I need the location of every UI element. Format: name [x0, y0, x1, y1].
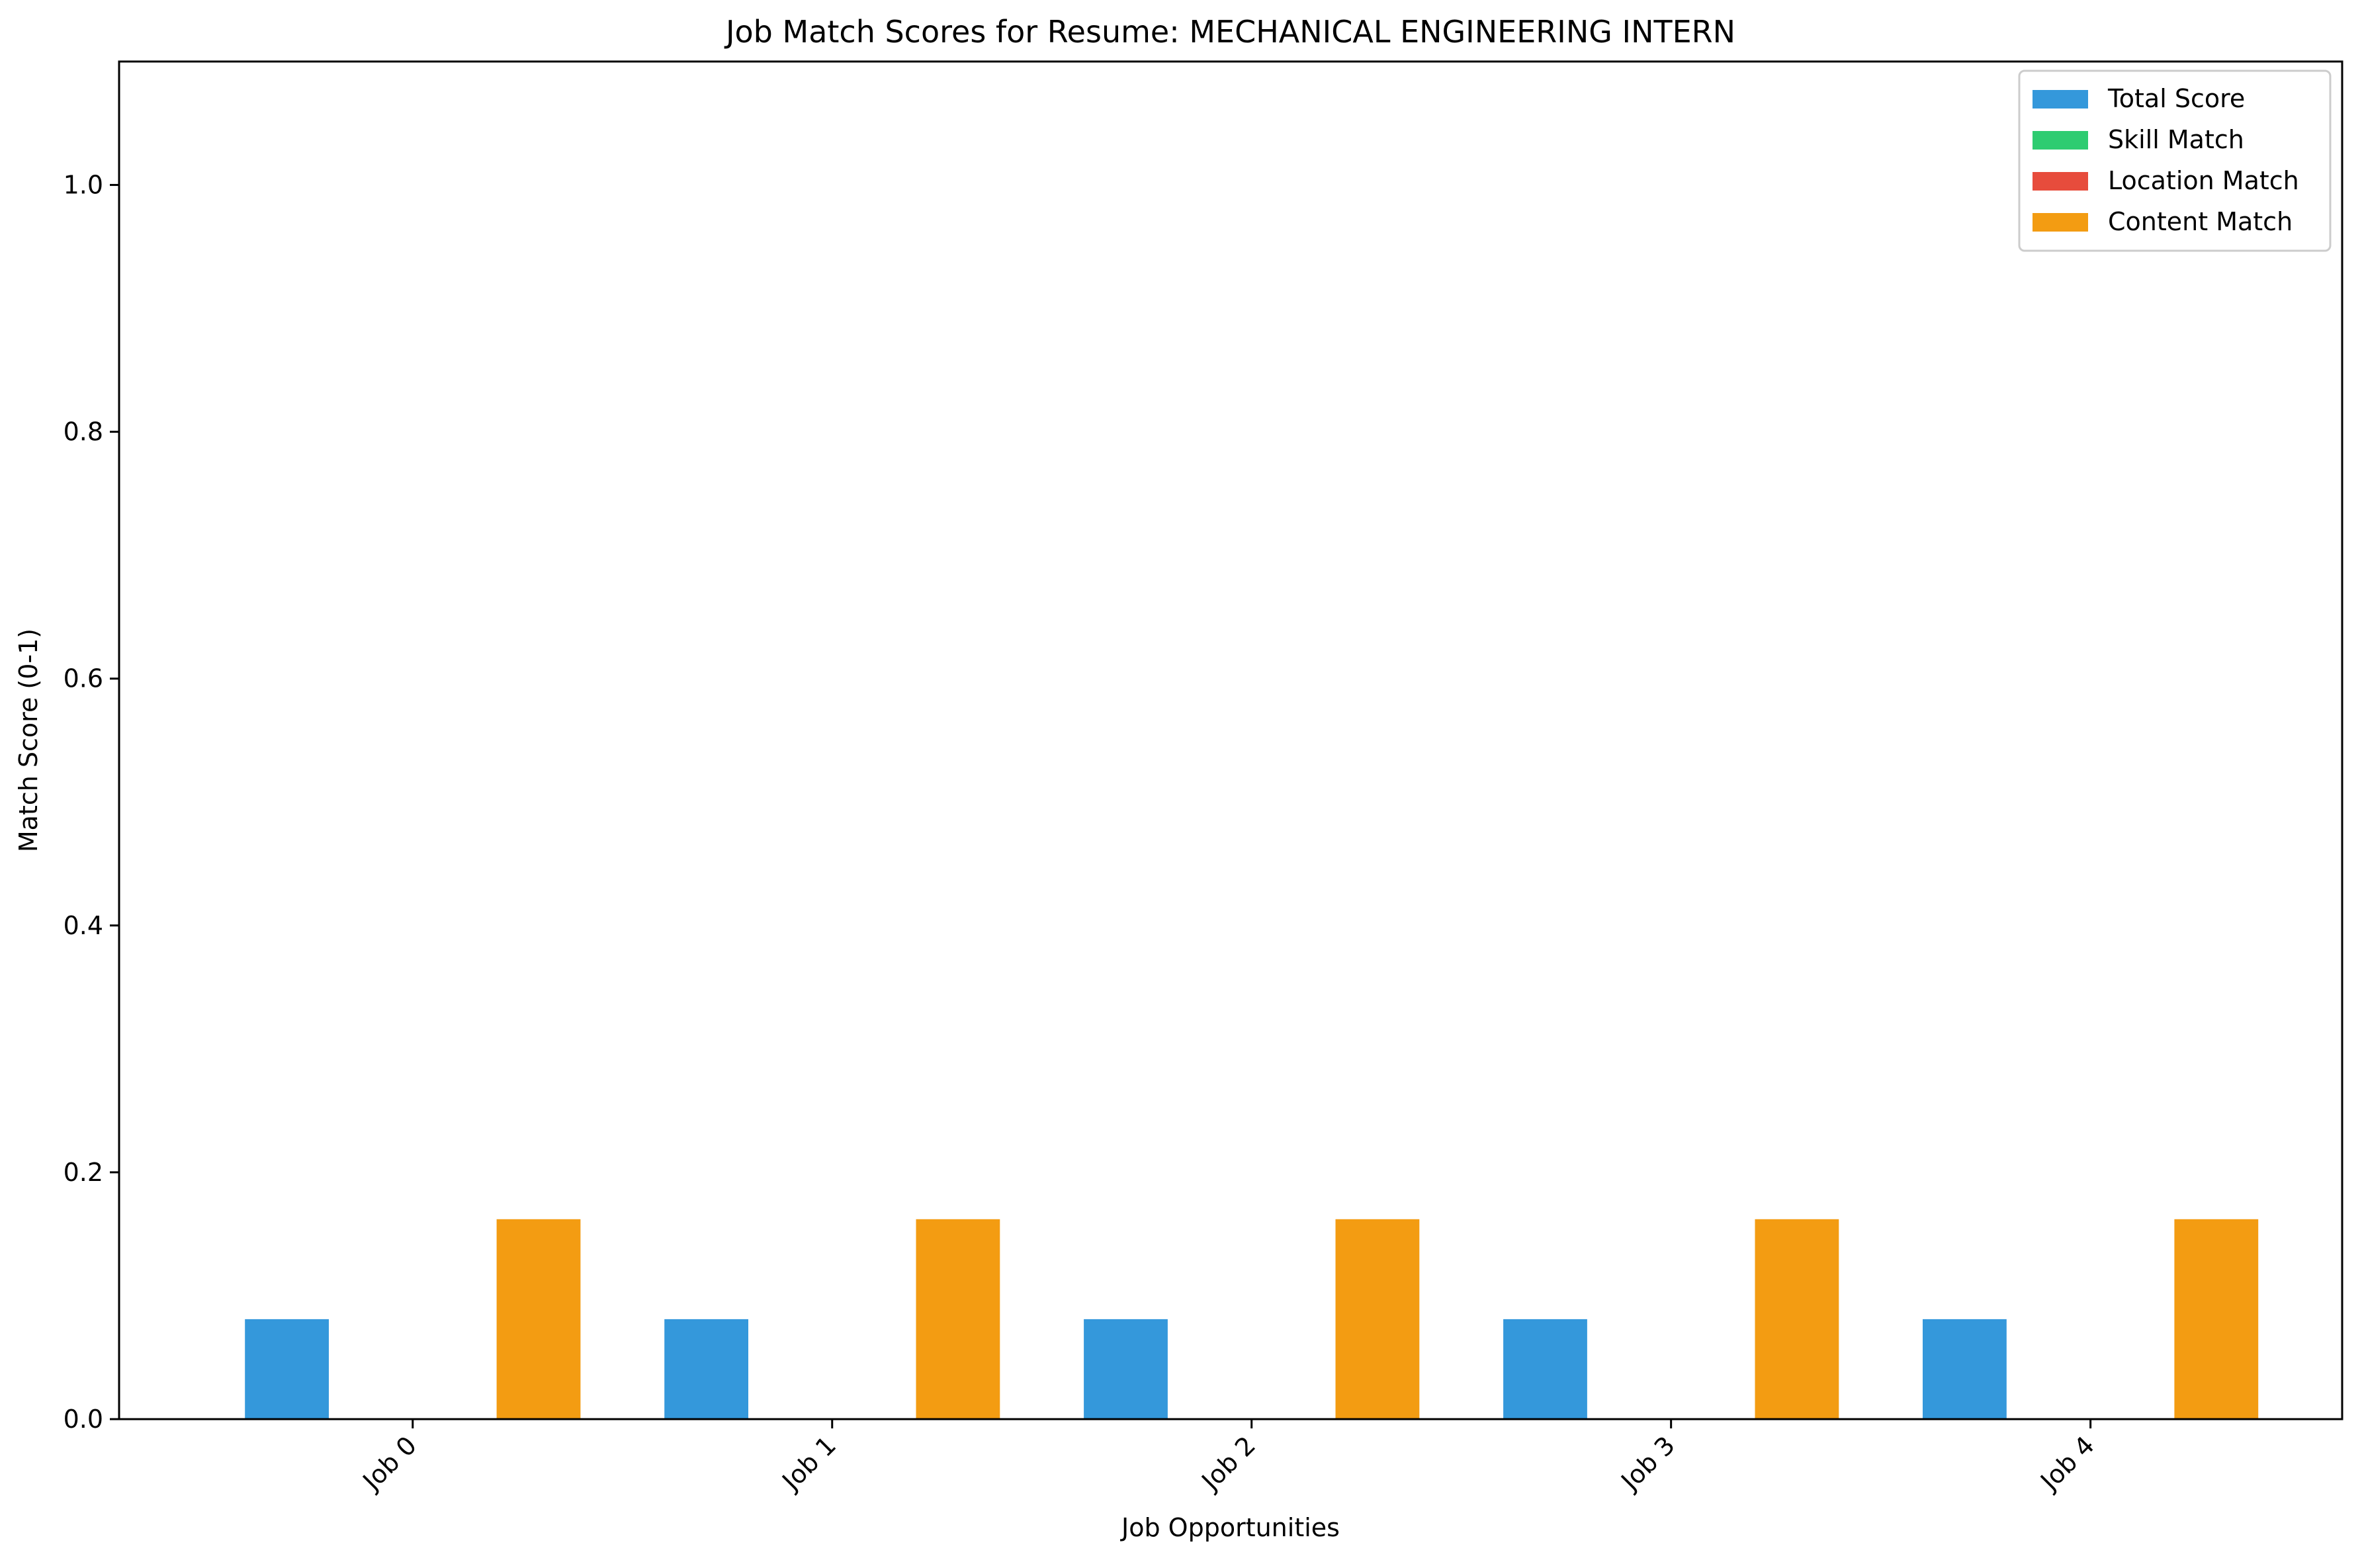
- legend-swatch-skill-match: [2033, 131, 2088, 150]
- legend-label-content-match: Content Match: [2108, 207, 2293, 236]
- bar-content-match-2: [1335, 1219, 1420, 1419]
- bar-total-score-2: [1084, 1319, 1168, 1419]
- bar-content-match-3: [1755, 1219, 1839, 1419]
- y-tick-label-5: 1.0: [64, 171, 103, 200]
- chart-title: Job Match Scores for Resume: MECHANICAL …: [724, 14, 1735, 50]
- legend-swatch-total-score: [2033, 90, 2088, 109]
- bar-content-match-4: [2174, 1219, 2259, 1419]
- y-axis: 0.0 0.2 0.4 0.6 0.8 1.0: [64, 171, 119, 1434]
- bar-total-score-4: [1923, 1319, 2007, 1419]
- legend-swatch-location-match: [2033, 172, 2088, 191]
- y-axis-label: Match Score (0-1): [14, 629, 43, 852]
- bar-content-match-0: [496, 1219, 581, 1419]
- y-tick-label-3: 0.6: [64, 664, 103, 693]
- plot-area-frame: [118, 60, 2343, 1420]
- legend: Total Score Skill Match Location Match Cont…: [2018, 69, 2332, 252]
- legend-items: Total Score Skill Match Location Match Cont…: [2033, 84, 2299, 236]
- legend-label-skill-match: Skill Match: [2108, 125, 2244, 154]
- bars-layer: [245, 1219, 2259, 1419]
- bar-total-score-1: [664, 1319, 748, 1419]
- bar-total-score-0: [245, 1319, 329, 1419]
- bar-total-score-3: [1503, 1319, 1587, 1419]
- legend-frame: [2018, 69, 2332, 252]
- y-tick-label-1: 0.2: [64, 1158, 103, 1187]
- legend-swatch-content-match: [2033, 213, 2088, 232]
- x-axis-label: Job Opportunities: [1120, 1513, 1340, 1542]
- y-tick-label-0: 0.0: [64, 1405, 103, 1434]
- y-tick-label-2: 0.4: [64, 911, 103, 940]
- legend-label-total-score: Total Score: [2107, 84, 2245, 113]
- y-tick-label-4: 0.8: [64, 417, 103, 447]
- bar-content-match-1: [916, 1219, 1000, 1419]
- legend-label-location-match: Location Match: [2108, 166, 2299, 195]
